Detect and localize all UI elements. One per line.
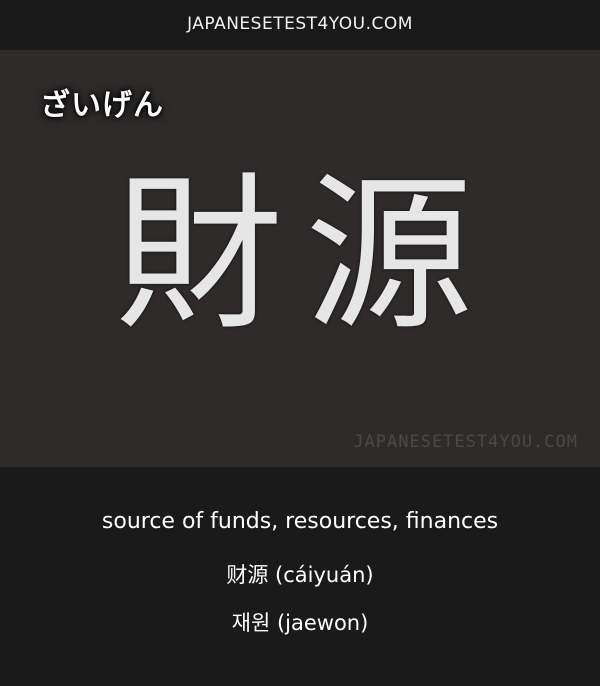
vocab-card: ざいげん 財源 JAPANESETEST4YOU.COM xyxy=(0,50,600,467)
kanji-word: 財源 xyxy=(115,157,495,353)
english-meaning: source of funds, resources, finances xyxy=(101,509,499,534)
site-name: JAPANESETEST4YOU.COM xyxy=(187,14,413,34)
korean-equivalent: 재원 (jaewon) xyxy=(231,611,369,635)
hiragana-reading: ざいげん xyxy=(40,88,164,123)
watermark: JAPANESETEST4YOU.COM xyxy=(353,432,578,452)
chinese-equivalent: 财源 (cáiyuán) xyxy=(226,563,374,587)
meanings-panel: source of funds, resources, finances 财源 … xyxy=(0,467,600,686)
site-header: JAPANESETEST4YOU.COM xyxy=(0,0,600,48)
